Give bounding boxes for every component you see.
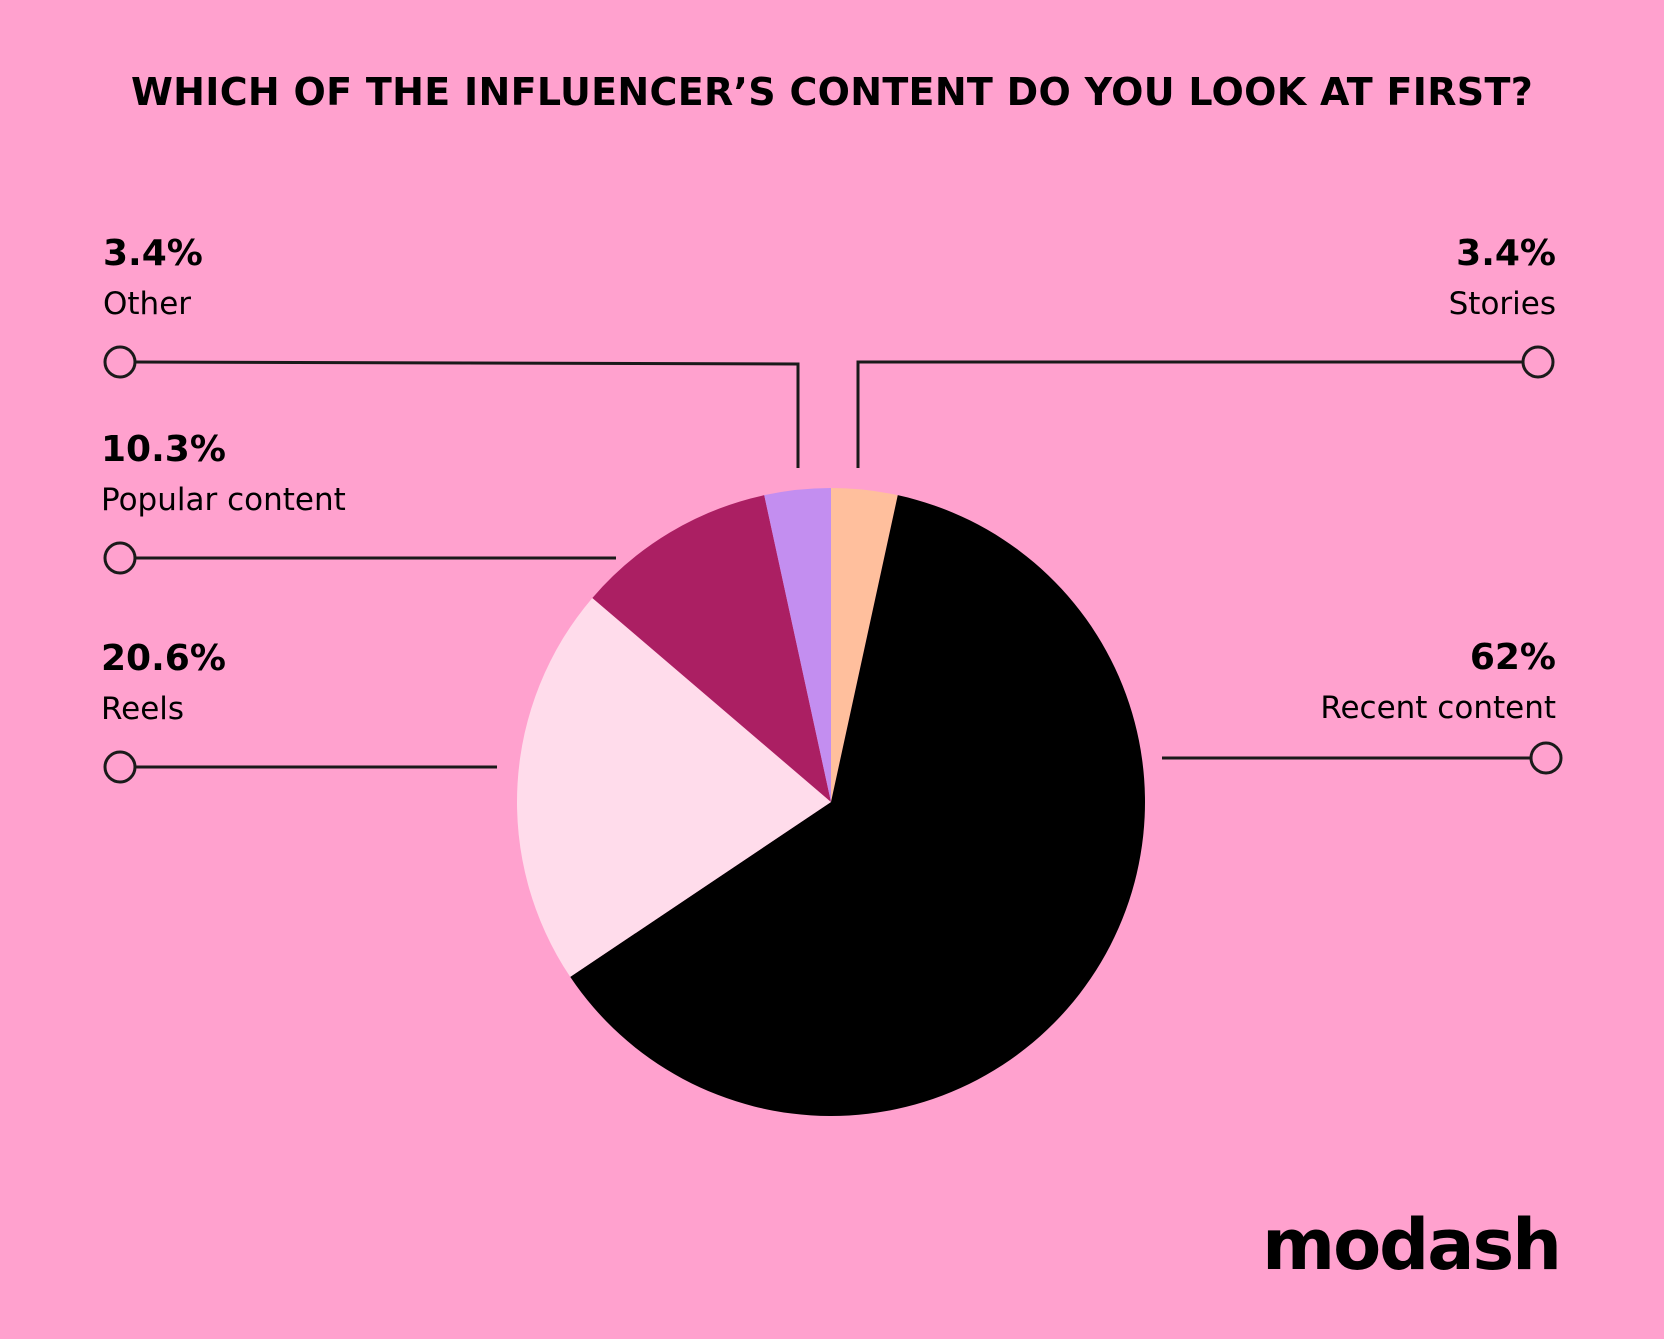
- label-stories: 3.4% Stories: [1449, 232, 1556, 326]
- leader-dot-popular: [103, 541, 137, 575]
- label-other: 3.4% Other: [103, 232, 203, 326]
- leader-line-stories: [856, 360, 1524, 468]
- modash-logo: modash: [1262, 1204, 1562, 1286]
- pie-slice-other: [764, 487, 831, 802]
- label-reels-value: 20.6%: [101, 638, 226, 679]
- leader-dot-recent: [1529, 741, 1563, 775]
- pie-slice-popular: [592, 495, 831, 802]
- label-stories-value: 3.4%: [1456, 233, 1556, 274]
- label-popular-value: 10.3%: [101, 429, 226, 470]
- label-popular: 10.3% Popular content: [101, 428, 346, 522]
- label-other-value: 3.4%: [103, 233, 203, 274]
- leader-dot-reels: [103, 750, 137, 784]
- leader-dot-other: [103, 345, 137, 379]
- pie-slice-stories: [831, 488, 898, 802]
- pie-slice-reels: [517, 597, 831, 977]
- label-recent: 62% Recent content: [1320, 636, 1556, 730]
- leader-lines: [103, 345, 1563, 784]
- chart-title: WHICH OF THE INFLUENCER’S CONTENT DO YOU…: [130, 70, 1534, 114]
- label-reels: 20.6% Reels: [101, 637, 226, 731]
- label-reels-name: Reels: [101, 691, 185, 727]
- label-recent-name: Recent content: [1320, 690, 1556, 726]
- leader-dot-stories: [1521, 345, 1555, 379]
- label-recent-value: 62%: [1469, 637, 1556, 678]
- label-popular-name: Popular content: [101, 482, 346, 518]
- leader-line-other: [131, 360, 800, 468]
- label-stories-name: Stories: [1448, 286, 1556, 322]
- pie-slice-recent: [570, 495, 1146, 1116]
- pie-slices: [517, 487, 1146, 1116]
- label-other-name: Other: [103, 286, 192, 322]
